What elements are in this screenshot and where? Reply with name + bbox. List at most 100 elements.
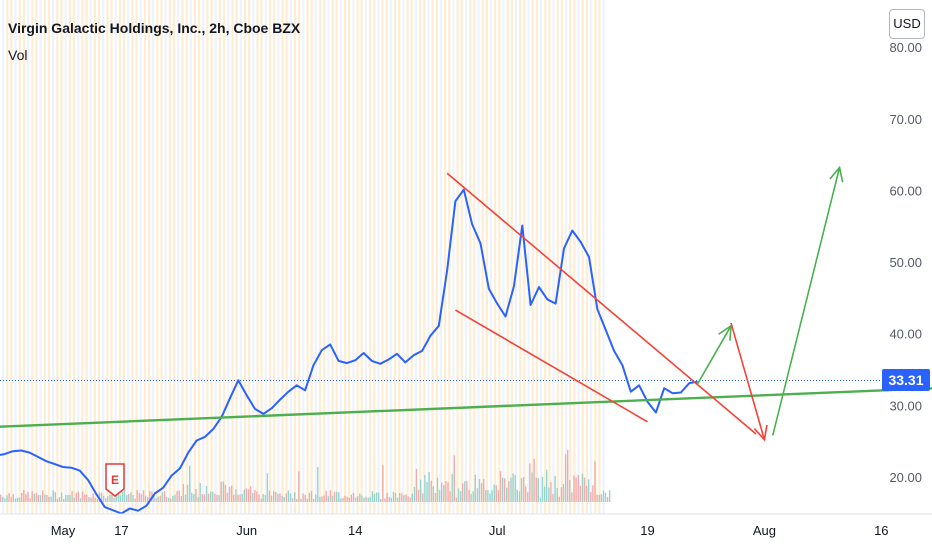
currency-button[interactable]: USD: [889, 9, 925, 39]
session-stripe: [243, 0, 247, 514]
volume-bar: [594, 461, 596, 502]
session-stripe: [14, 0, 17, 514]
session-stripe: [368, 0, 372, 514]
volume-bar: [485, 489, 487, 502]
volume-bar: [214, 493, 216, 502]
volume-bar: [550, 482, 552, 502]
session-stripe: [514, 0, 518, 514]
volume-bar: [193, 493, 195, 502]
volume-bar: [510, 477, 512, 502]
volume-bar: [600, 494, 602, 502]
session-stripe: [85, 0, 88, 514]
session-stripe: [373, 0, 376, 514]
volume-bar: [598, 494, 600, 502]
session-stripe: [356, 0, 359, 514]
volume-bar: [174, 494, 176, 502]
volume-bar: [132, 495, 134, 502]
volume-bar: [283, 496, 285, 502]
session-stripe: [118, 0, 121, 514]
volume-bar: [207, 493, 210, 502]
session-stripe: [189, 0, 192, 514]
volume-bar: [128, 494, 130, 502]
volume-bar: [258, 494, 260, 502]
volume-bar: [56, 498, 59, 502]
session-stripe: [2, 0, 5, 514]
session-stripe: [223, 0, 226, 514]
session-stripe: [439, 0, 443, 514]
volume-bar: [138, 492, 140, 502]
volume-bar: [285, 493, 287, 502]
volume-bar: [67, 494, 69, 502]
volume-bar: [222, 481, 224, 502]
session-stripe: [364, 0, 367, 514]
volume-bar: [325, 490, 327, 502]
volume-bar: [443, 485, 445, 502]
volume-bar: [195, 488, 197, 502]
volume-bar: [115, 494, 117, 502]
arrow-shaft: [771, 167, 841, 436]
volume-bar: [157, 496, 159, 502]
session-stripe: [22, 0, 26, 514]
volume-bar: [604, 492, 607, 502]
volume-bar: [180, 496, 182, 502]
session-stripe: [502, 0, 505, 514]
session-stripe: [143, 0, 146, 514]
volume-bar: [302, 493, 304, 502]
session-stripe: [360, 0, 363, 514]
volume-bar: [260, 498, 262, 502]
time-tick-label: Jul: [489, 523, 506, 538]
volume-bar: [529, 463, 531, 502]
price-tick-label: 30.00: [889, 398, 922, 413]
volume-bar: [237, 494, 239, 502]
session-stripe: [214, 0, 217, 514]
session-stripe: [256, 0, 259, 514]
volume-bar: [350, 494, 353, 502]
volume-bar: [375, 492, 378, 502]
session-stripe: [431, 0, 434, 514]
volume-bar: [294, 492, 296, 502]
volume-bar: [8, 493, 10, 502]
volume-bars: [0, 449, 611, 502]
volume-bar: [459, 491, 462, 502]
volume-bar: [562, 484, 565, 502]
volume-bar: [270, 495, 273, 502]
session-stripe: [348, 0, 351, 514]
volume-bar: [165, 496, 168, 502]
volume-bar: [579, 485, 581, 502]
volume-bar: [609, 490, 611, 502]
volume-bar: [508, 481, 510, 502]
session-stripe: [193, 0, 197, 514]
session-stripe: [569, 0, 572, 514]
session-stripe: [152, 0, 155, 514]
volume-bar: [46, 494, 48, 502]
volume-bar: [300, 498, 302, 502]
volume-bar: [413, 486, 416, 502]
volume-bar: [424, 474, 426, 502]
earnings-marker[interactable]: E: [105, 463, 125, 497]
chart-title: Virgin Galactic Holdings, Inc., 2h, Cboe…: [8, 20, 301, 36]
price-line: [0, 188, 698, 515]
volume-bar: [445, 480, 447, 502]
volume-bar: [371, 491, 374, 502]
volume-bar: [191, 492, 193, 502]
volume-bar: [218, 495, 220, 502]
volume-bar: [392, 491, 395, 502]
volume-bar: [451, 474, 453, 502]
volume-bar: [581, 473, 584, 502]
time-tick-label: 14: [348, 523, 362, 538]
session-stripe: [585, 0, 588, 514]
session-stripe: [323, 0, 326, 514]
arrow-shaft: [696, 325, 732, 385]
volume-bar: [567, 449, 569, 502]
session-stripe: [197, 0, 201, 514]
session-stripe: [306, 0, 309, 514]
session-stripe: [377, 0, 380, 514]
volume-bar: [432, 486, 434, 502]
volume-bar: [394, 492, 397, 502]
volume-bar: [487, 490, 489, 502]
session-stripe: [139, 0, 142, 514]
volume-bar: [268, 490, 271, 502]
volume-bar: [338, 492, 340, 502]
